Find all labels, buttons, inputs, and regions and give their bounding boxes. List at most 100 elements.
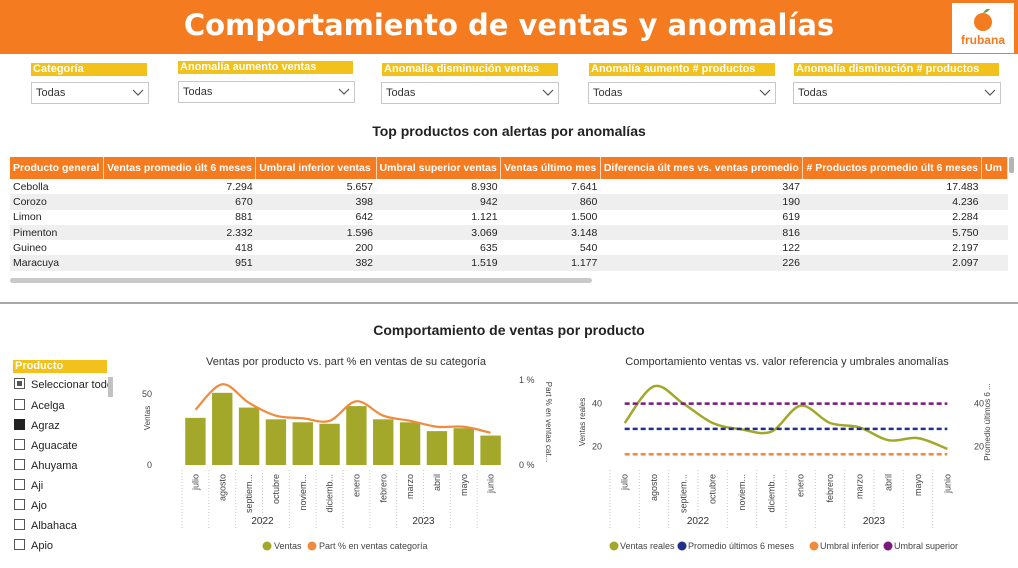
table-cell: 2.197 [952,241,979,254]
x-tick-label: noviem... [298,474,308,511]
table-cell: 8.930 [471,180,498,193]
x-tick-label: agosto [217,474,227,501]
table-cell: 2.332 [103,224,256,241]
y-axis-label: Ventas [143,406,152,430]
x-tick-label: noviem... [737,474,747,511]
slicer-item-select-all[interactable]: Seleccionar todo [14,378,113,392]
filter-label-aumento-ventas: Anomalía aumento ventas [178,61,353,74]
x-tick-label: junio [942,474,952,494]
year-label: 2022 [687,516,710,527]
table-cell: 122 [782,241,800,254]
table-vertical-scrollbar[interactable] [1009,157,1014,173]
series-line-0 [623,384,948,451]
filter-label-aumento-productos: Anomalía aumento # productos [589,63,775,76]
table-cell: 3.069 [376,224,501,241]
x-tick-label: julio [190,474,200,491]
slicer-scrollbar[interactable] [108,377,113,397]
checkbox-icon[interactable] [14,539,25,550]
bar-ventas [238,407,260,465]
bar-ventas [346,406,367,465]
x-tick-label: febrero [378,474,388,503]
filter-select-aumento-productos[interactable]: Todas [588,82,776,104]
filter-value: Todas [36,87,66,99]
filter-select-categoria[interactable]: Todas [31,82,149,104]
table-cell: 190 [600,194,803,210]
column-header[interactable]: Ventas promedio últ 6 meses [103,157,257,179]
checkbox-partial-icon[interactable] [14,378,25,389]
sales-threshold-line-chart[interactable]: 40 20 40 20 Ventas reales Promedio últimos 6 … [570,370,1015,560]
checkbox-icon[interactable] [14,499,25,510]
filter-select-aumento-ventas[interactable]: Todas [178,81,355,103]
table-row[interactable]: Corozo 670 398 942 860 190 4.236 [10,194,1008,210]
bar-ventas [319,423,340,465]
table-row[interactable]: Pimenton 2.332 1.596 3.069 3.148 816 5.7… [10,224,1008,241]
filter-value: Todas [386,87,416,99]
x-tick-label: diciemb... [325,474,335,513]
legend-marker [609,541,619,551]
line-part-pct [194,383,491,434]
table-cell: Cebolla [13,180,49,193]
column-header[interactable]: Diferencia últ mes vs. ventas promedio [600,157,804,179]
x-tick-label: enero [796,474,806,497]
column-header[interactable]: Producto general [10,157,105,179]
bar-ventas [185,417,206,465]
checkbox-checked-icon[interactable] [14,419,25,430]
slicer-item-acelga[interactable]: Acelga [14,399,65,413]
table-cell: Maracuya [10,255,104,271]
column-header[interactable]: # Productos promedio últ 6 meses [802,157,982,179]
anomalies-table[interactable]: Producto general Ventas promedio últ 6 m… [10,157,1008,279]
slicer-item-aji[interactable]: Aji [14,479,43,493]
column-header[interactable]: Ventas último mes [500,157,601,179]
table-row[interactable]: Guineo 418 200 635 540 122 2.197 [10,240,1008,255]
sales-bar-chart[interactable]: 50 0 1 % 0 % Ventas Part % en ventas cat... ju… [130,370,560,560]
legend-marker-part [307,541,317,551]
y-tick-label: 20 [592,442,602,452]
chevron-down-icon [132,89,144,96]
y-tick-label: 50 [142,389,152,399]
year-label: 2022 [251,516,274,527]
table-row[interactable]: Maracuya 951 382 1.519 1.177 226 2.097 [10,255,1008,271]
x-tick-label: febrero [825,474,835,503]
column-header[interactable]: Umbral inferior ventas [255,157,377,179]
table-cell: 540 [579,241,598,254]
x-tick-label: marzo [405,474,415,499]
slicer-item-aguacate[interactable]: Aguacate [14,439,77,453]
bar-ventas [426,431,448,465]
table-cell: 881 [235,211,253,224]
slicer-item-label: Aji [31,480,44,492]
checkbox-icon[interactable] [14,479,25,490]
checkbox-icon[interactable] [14,459,25,470]
column-header[interactable]: Umbral superior ventas [376,157,502,179]
year-label: 2023 [412,516,435,527]
table-row[interactable]: Limon 881 642 1.121 1.500 619 2.284 [10,210,1008,225]
x-tick-label: abril [884,474,894,491]
checkbox-icon[interactable] [14,399,25,410]
table-cell: 398 [255,194,377,210]
table-cell: 1.500 [571,211,598,224]
table-cell: 642 [355,211,374,224]
x-tick-label: mayo [913,474,923,496]
checkbox-icon[interactable] [14,519,25,530]
table-horizontal-scrollbar[interactable] [10,278,592,283]
legend-marker [883,541,893,551]
table-row[interactable]: Cebolla 7.294 5.657 8.930 7.641 347 17.4… [10,179,1008,194]
slicer-item-apio[interactable]: Apio [14,539,53,553]
filter-select-disminucion-productos[interactable]: Todas [793,82,1001,104]
slicer-item-ajo[interactable]: Ajo [14,499,47,513]
table-cell [981,210,1007,225]
slicer-item-agraz[interactable]: Agraz [14,419,60,433]
slicer-item-albahaca[interactable]: Albahaca [14,519,77,533]
table-cell: 382 [255,255,377,271]
filter-select-disminucion-ventas[interactable]: Todas [381,82,559,104]
bar-ventas [292,422,313,465]
header-bar: Comportamiento de ventas y anomalías fru… [0,0,1018,54]
column-header[interactable]: Um [981,157,1008,179]
chart1-title: Ventas por producto vs. part % en ventas… [205,356,487,368]
y2-tick-label: 0 % [519,460,535,470]
bar-ventas [265,419,287,465]
filter-value: Todas [798,87,828,99]
table-cell: 17.483 [946,180,979,193]
checkbox-icon[interactable] [14,439,25,450]
slicer-item-ahuyama[interactable]: Ahuyama [14,459,77,473]
slicer-item-label: Ajo [31,500,47,512]
